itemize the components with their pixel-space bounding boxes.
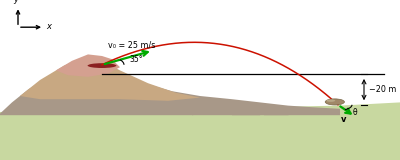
Ellipse shape [325, 99, 344, 105]
Polygon shape [20, 58, 200, 101]
Polygon shape [232, 104, 272, 115]
Polygon shape [0, 102, 400, 160]
Text: v₀ = 25 m/s: v₀ = 25 m/s [108, 41, 156, 50]
Polygon shape [264, 107, 304, 115]
Text: x: x [46, 22, 51, 31]
Polygon shape [0, 58, 340, 115]
Ellipse shape [326, 99, 335, 102]
Polygon shape [56, 54, 120, 77]
Text: y: y [14, 0, 18, 4]
Text: −20 m: −20 m [369, 85, 396, 94]
Text: θ: θ [352, 108, 357, 117]
Polygon shape [192, 101, 240, 115]
Text: v: v [341, 115, 346, 124]
Text: 35°: 35° [129, 55, 143, 64]
Ellipse shape [88, 63, 116, 68]
